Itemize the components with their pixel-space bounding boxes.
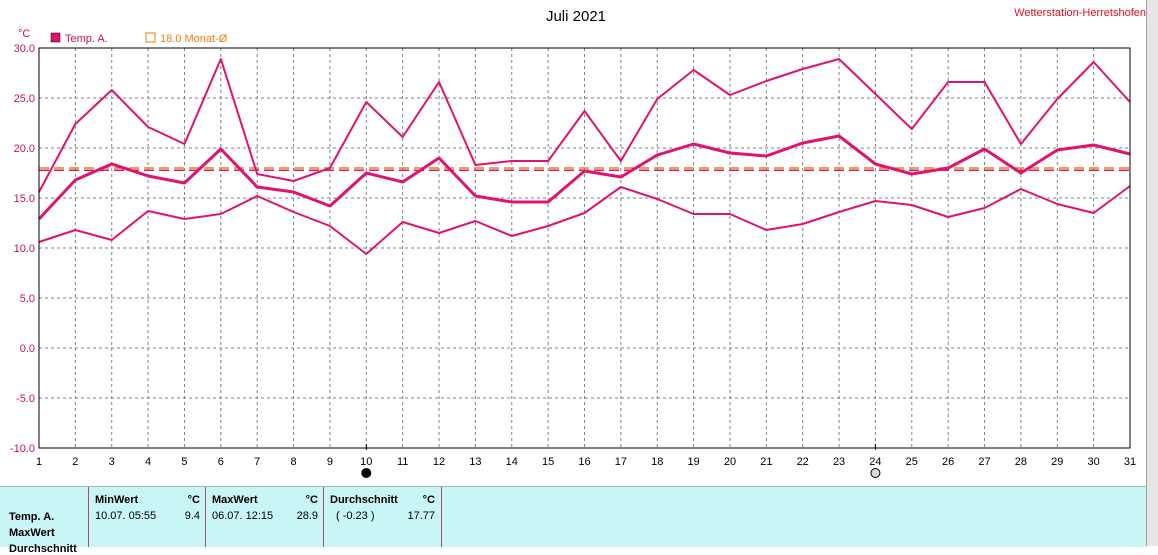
- stats-avg-value: 17.77: [407, 510, 435, 522]
- x-tick-label: 30: [1088, 456, 1100, 468]
- stats-min-header: MinWert: [95, 494, 139, 506]
- y-tick-label: 10.0: [14, 243, 35, 255]
- grid: [39, 48, 1130, 448]
- x-tick-label: 28: [1015, 456, 1027, 468]
- new-moon-icon: [361, 468, 372, 478]
- series-lines: [37, 58, 1131, 255]
- legend-temp-swatch: [50, 32, 61, 43]
- x-tick-label: 12: [433, 456, 445, 468]
- stats-max-unit: °C: [305, 494, 318, 506]
- stats-avg-column: Durchschnitt °C ( -0.23 ) 17.77: [323, 487, 442, 547]
- x-tick-label: 6: [218, 456, 224, 468]
- chart-background: [0, 0, 1146, 486]
- x-tick-label: 19: [687, 456, 699, 468]
- legend-avg-label: 18.0 Monat-Ø: [160, 33, 228, 45]
- y-tick-label: 20.0: [14, 143, 35, 155]
- x-tick-label: 21: [760, 456, 772, 468]
- temperature-chart: Juli 2021 Wetterstation-Herretshofen °C …: [0, 0, 1146, 486]
- x-tick-label: 5: [181, 456, 187, 468]
- x-tick-label: 3: [109, 456, 115, 468]
- x-tick-label: 18: [651, 456, 663, 468]
- plot-frame: [38, 47, 1131, 449]
- x-tick-label: 8: [291, 456, 297, 468]
- x-tick-label: 17: [615, 456, 627, 468]
- x-tick-label: 27: [978, 456, 990, 468]
- stats-min-date: 10.07. 05:55: [95, 510, 157, 522]
- x-tick-label: 31: [1124, 456, 1136, 468]
- x-tick-label: 1: [36, 456, 42, 468]
- x-tick-label: 22: [797, 456, 809, 468]
- stats-max-column: MaxWert °C 06.07. 12:15 28.9: [205, 487, 324, 547]
- x-tick-label: 24: [869, 456, 881, 468]
- x-tick-label: 10: [360, 456, 372, 468]
- x-tick-label: 15: [542, 456, 554, 468]
- stats-min-unit: °C: [187, 494, 200, 506]
- stats-row-label-avg: Durchschnitt: [9, 543, 77, 555]
- vertical-scrollbar[interactable]: [1146, 0, 1158, 546]
- y-axis-ticks: 30.0 25.0 20.0 15.0 10.0 5.0 0.0 -5.0 -10.0: [10, 43, 35, 455]
- y-tick-label: -5.0: [16, 393, 35, 405]
- stats-row-label-temp: Temp. A.: [9, 511, 55, 523]
- stats-avg-delta: ( -0.23 ): [336, 510, 375, 522]
- y-tick-label: 0.0: [20, 343, 35, 355]
- x-tick-label: 20: [724, 456, 736, 468]
- y-tick-label: 30.0: [14, 43, 35, 55]
- stats-avg-unit: °C: [422, 494, 435, 506]
- x-tick-label: 26: [942, 456, 954, 468]
- y-tick-label: 5.0: [20, 293, 35, 305]
- x-tick-label: 2: [72, 456, 78, 468]
- x-tick-label: 9: [327, 456, 333, 468]
- x-tick-label: 11: [397, 456, 408, 468]
- chart-title: Juli 2021: [546, 8, 606, 25]
- stats-max-header: MaxWert: [212, 494, 258, 506]
- x-tick-label: 29: [1051, 456, 1063, 468]
- x-tick-label: 4: [145, 456, 151, 468]
- station-name: Wetterstation-Herretshofen: [1014, 7, 1146, 19]
- legend-temp-label: Temp. A.: [65, 33, 108, 45]
- x-tick-label: 25: [906, 456, 918, 468]
- x-tick-label: 14: [506, 456, 518, 468]
- series-line-max: [38, 58, 1131, 193]
- y-tick-label: 25.0: [14, 93, 35, 105]
- full-moon-icon: [870, 468, 881, 478]
- stats-min-value: 9.4: [184, 510, 200, 522]
- moon-markers: [361, 444, 881, 478]
- stats-avg-header: Durchschnitt: [330, 494, 398, 506]
- stats-panel: Temp. A. MaxWert Durchschnitt MinWert °C…: [0, 486, 1146, 555]
- x-tick-label: 23: [833, 456, 845, 468]
- x-tick-label: 7: [254, 456, 260, 468]
- stats-max-value: 28.9: [296, 510, 318, 522]
- x-tick-label: 16: [578, 456, 590, 468]
- stats-row-label-max: MaxWert: [9, 527, 55, 539]
- stats-min-column: MinWert °C 10.07. 05:55 9.4: [88, 487, 206, 547]
- x-tick-label: 13: [469, 456, 481, 468]
- legend-avg-swatch: [145, 32, 156, 43]
- series-line-mittel: [37, 134, 1131, 221]
- y-tick-label: 15.0: [14, 193, 35, 205]
- stats-max-date: 06.07. 12:15: [212, 510, 274, 522]
- y-tick-label: -10.0: [10, 443, 35, 455]
- y-unit-label: °C: [18, 28, 30, 40]
- x-axis-ticks: 1 2 3 4 5 6 7 8 9 10 11 12 13 14 15 16 17 18 19 20 21 22 23 24 2…: [36, 456, 1136, 468]
- series-line-min: [38, 185, 1131, 255]
